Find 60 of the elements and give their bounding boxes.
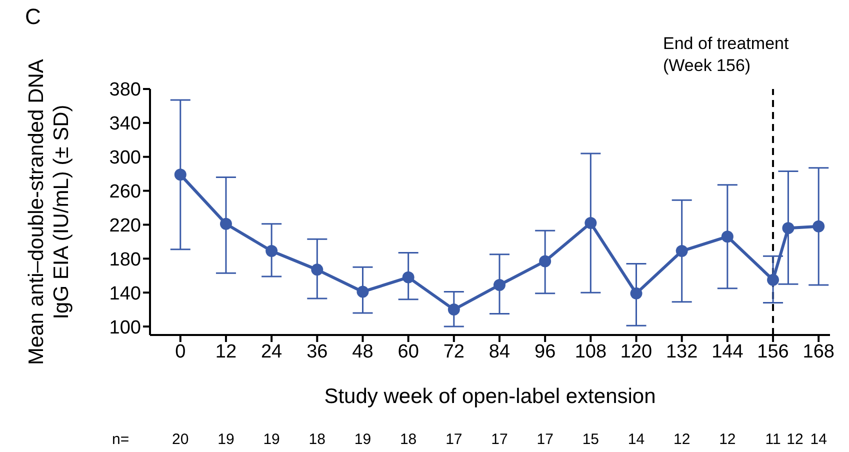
point: [630, 287, 642, 300]
text: 17: [490, 431, 509, 448]
x-tick-label: 0: [175, 341, 186, 362]
text: 19: [262, 431, 281, 448]
text: 18: [308, 431, 326, 448]
text: 19: [216, 431, 236, 448]
point: [493, 278, 506, 291]
point: [767, 274, 780, 286]
text: 12: [786, 431, 804, 448]
y-tick-label: 180: [109, 249, 141, 270]
text: 14: [626, 431, 646, 448]
point: [676, 245, 688, 258]
y-axis-title: Mean anti–double-stranded DNA IgG EIA (IU/mL) (± SD): [24, 58, 74, 367]
text: 20: [171, 431, 190, 448]
x-tick-label: 84: [488, 341, 510, 362]
y-tick-label: 140: [109, 283, 141, 304]
point: [311, 264, 324, 276]
y-tick-label: 220: [109, 215, 141, 236]
point: [721, 230, 734, 243]
y-tick-label: 100: [109, 317, 141, 338]
x-tick-label: 120: [620, 341, 652, 362]
point: [584, 217, 597, 230]
text: 18: [398, 431, 418, 448]
text: 19: [353, 431, 372, 448]
point: [782, 222, 794, 234]
text: 17: [536, 431, 554, 448]
point: [356, 286, 369, 298]
x-tick-label: 12: [215, 341, 237, 362]
point: [174, 168, 186, 181]
text: C: [25, 4, 41, 30]
y-tick-label: 380: [109, 80, 141, 101]
point: [266, 245, 278, 258]
x-tick-label: 72: [443, 341, 464, 362]
x-tick-label: 144: [712, 341, 744, 362]
x-tick-label: 132: [666, 341, 698, 362]
x-tick-label: 36: [306, 341, 328, 362]
y-tick-label: 300: [109, 148, 141, 169]
point: [220, 218, 232, 230]
y-tick-label: 260: [109, 182, 141, 203]
text: 17: [444, 431, 464, 448]
text: n=: [112, 431, 130, 448]
x-tick-label: 156: [757, 341, 789, 362]
x-tick-label: 108: [574, 341, 607, 362]
text: 12: [672, 431, 692, 448]
y-tick-label: 340: [109, 114, 141, 135]
text: 14: [810, 431, 827, 448]
x-axis-title: Study week of open-label extension: [323, 385, 657, 409]
point: [448, 304, 460, 316]
text: 12: [718, 431, 737, 448]
point: [402, 271, 414, 284]
x-tick-label: 96: [534, 341, 556, 362]
x-tick-label: 24: [260, 341, 283, 362]
x-tick-label: 168: [802, 341, 834, 362]
point: [812, 220, 825, 232]
x-tick-label: 60: [398, 341, 419, 362]
text: 11: [765, 431, 781, 448]
point: [539, 255, 552, 268]
ref-line-label: End of treatment (Week 156): [663, 33, 790, 77]
text: 15: [581, 431, 600, 448]
x-tick-label: 48: [352, 341, 374, 362]
